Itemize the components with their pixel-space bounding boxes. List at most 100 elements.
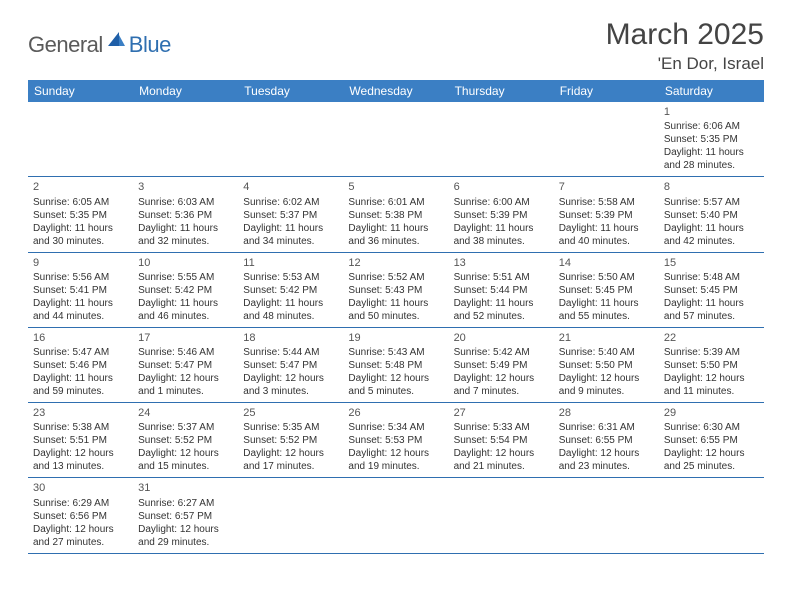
- calendar-row: 2Sunrise: 6:05 AMSunset: 5:35 PMDaylight…: [28, 177, 764, 252]
- day-number: 25: [243, 406, 338, 420]
- calendar-cell: 26Sunrise: 5:34 AMSunset: 5:53 PMDayligh…: [343, 403, 448, 478]
- sunset-line: Sunset: 5:37 PM: [243, 209, 338, 222]
- day-number: 1: [664, 105, 759, 119]
- sunset-line: Sunset: 5:53 PM: [348, 434, 443, 447]
- sunset-line: Sunset: 5:44 PM: [454, 284, 549, 297]
- day-number: 2: [33, 180, 128, 194]
- sunrise-line: Sunrise: 5:52 AM: [348, 271, 443, 284]
- sunset-line: Sunset: 5:50 PM: [559, 359, 654, 372]
- logo: General Blue: [28, 28, 171, 61]
- calendar-cell-empty: [449, 102, 554, 177]
- weekday-header: Sunday: [28, 80, 133, 102]
- calendar-cell: 8Sunrise: 5:57 AMSunset: 5:40 PMDaylight…: [659, 177, 764, 252]
- calendar-cell: 15Sunrise: 5:48 AMSunset: 5:45 PMDayligh…: [659, 252, 764, 327]
- daylight-line: Daylight: 11 hours and 46 minutes.: [138, 297, 233, 323]
- sunrise-line: Sunrise: 5:35 AM: [243, 421, 338, 434]
- daylight-line: Daylight: 11 hours and 28 minutes.: [664, 146, 759, 172]
- calendar-cell: 1Sunrise: 6:06 AMSunset: 5:35 PMDaylight…: [659, 102, 764, 177]
- sunset-line: Sunset: 5:43 PM: [348, 284, 443, 297]
- sunset-line: Sunset: 5:45 PM: [559, 284, 654, 297]
- calendar-table: SundayMondayTuesdayWednesdayThursdayFrid…: [28, 80, 764, 554]
- sunset-line: Sunset: 5:47 PM: [138, 359, 233, 372]
- daylight-line: Daylight: 11 hours and 48 minutes.: [243, 297, 338, 323]
- daylight-line: Daylight: 12 hours and 13 minutes.: [33, 447, 128, 473]
- day-number: 24: [138, 406, 233, 420]
- calendar-cell: 20Sunrise: 5:42 AMSunset: 5:49 PMDayligh…: [449, 327, 554, 402]
- sunrise-line: Sunrise: 5:40 AM: [559, 346, 654, 359]
- calendar-cell-empty: [238, 478, 343, 553]
- calendar-cell-empty: [554, 102, 659, 177]
- calendar-cell: 5Sunrise: 6:01 AMSunset: 5:38 PMDaylight…: [343, 177, 448, 252]
- calendar-row: 9Sunrise: 5:56 AMSunset: 5:41 PMDaylight…: [28, 252, 764, 327]
- weekday-header-row: SundayMondayTuesdayWednesdayThursdayFrid…: [28, 80, 764, 102]
- logo-text-general: General: [28, 32, 103, 58]
- day-number: 30: [33, 481, 128, 495]
- calendar-cell: 13Sunrise: 5:51 AMSunset: 5:44 PMDayligh…: [449, 252, 554, 327]
- sunset-line: Sunset: 6:55 PM: [559, 434, 654, 447]
- daylight-line: Daylight: 11 hours and 36 minutes.: [348, 222, 443, 248]
- calendar-cell-empty: [554, 478, 659, 553]
- calendar-cell: 31Sunrise: 6:27 AMSunset: 6:57 PMDayligh…: [133, 478, 238, 553]
- calendar-cell: 17Sunrise: 5:46 AMSunset: 5:47 PMDayligh…: [133, 327, 238, 402]
- calendar-cell-empty: [659, 478, 764, 553]
- daylight-line: Daylight: 12 hours and 23 minutes.: [559, 447, 654, 473]
- calendar-cell: 29Sunrise: 6:30 AMSunset: 6:55 PMDayligh…: [659, 403, 764, 478]
- calendar-cell: 22Sunrise: 5:39 AMSunset: 5:50 PMDayligh…: [659, 327, 764, 402]
- calendar-row: 16Sunrise: 5:47 AMSunset: 5:46 PMDayligh…: [28, 327, 764, 402]
- day-number: 11: [243, 256, 338, 270]
- daylight-line: Daylight: 12 hours and 7 minutes.: [454, 372, 549, 398]
- calendar-cell: 24Sunrise: 5:37 AMSunset: 5:52 PMDayligh…: [133, 403, 238, 478]
- sunset-line: Sunset: 5:42 PM: [243, 284, 338, 297]
- calendar-cell: 18Sunrise: 5:44 AMSunset: 5:47 PMDayligh…: [238, 327, 343, 402]
- calendar-cell-empty: [343, 478, 448, 553]
- calendar-cell-empty: [28, 102, 133, 177]
- day-number: 15: [664, 256, 759, 270]
- month-title: March 2025: [606, 18, 764, 52]
- location: 'En Dor, Israel: [606, 54, 764, 74]
- day-number: 14: [559, 256, 654, 270]
- calendar-body: 1Sunrise: 6:06 AMSunset: 5:35 PMDaylight…: [28, 102, 764, 553]
- daylight-line: Daylight: 11 hours and 44 minutes.: [33, 297, 128, 323]
- sunset-line: Sunset: 5:52 PM: [138, 434, 233, 447]
- title-block: March 2025 'En Dor, Israel: [606, 18, 764, 74]
- day-number: 7: [559, 180, 654, 194]
- day-number: 3: [138, 180, 233, 194]
- daylight-line: Daylight: 11 hours and 38 minutes.: [454, 222, 549, 248]
- calendar-cell: 16Sunrise: 5:47 AMSunset: 5:46 PMDayligh…: [28, 327, 133, 402]
- sunset-line: Sunset: 5:49 PM: [454, 359, 549, 372]
- day-number: 22: [664, 331, 759, 345]
- sunrise-line: Sunrise: 6:27 AM: [138, 497, 233, 510]
- daylight-line: Daylight: 11 hours and 57 minutes.: [664, 297, 759, 323]
- day-number: 26: [348, 406, 443, 420]
- calendar-cell: 4Sunrise: 6:02 AMSunset: 5:37 PMDaylight…: [238, 177, 343, 252]
- sunrise-line: Sunrise: 5:50 AM: [559, 271, 654, 284]
- calendar-cell-empty: [133, 102, 238, 177]
- sunset-line: Sunset: 5:40 PM: [664, 209, 759, 222]
- calendar-cell: 10Sunrise: 5:55 AMSunset: 5:42 PMDayligh…: [133, 252, 238, 327]
- day-number: 18: [243, 331, 338, 345]
- calendar-cell: 19Sunrise: 5:43 AMSunset: 5:48 PMDayligh…: [343, 327, 448, 402]
- sunset-line: Sunset: 5:52 PM: [243, 434, 338, 447]
- daylight-line: Daylight: 12 hours and 5 minutes.: [348, 372, 443, 398]
- daylight-line: Daylight: 12 hours and 17 minutes.: [243, 447, 338, 473]
- day-number: 21: [559, 331, 654, 345]
- sunset-line: Sunset: 5:38 PM: [348, 209, 443, 222]
- weekday-header: Tuesday: [238, 80, 343, 102]
- sunrise-line: Sunrise: 6:00 AM: [454, 196, 549, 209]
- weekday-header: Friday: [554, 80, 659, 102]
- daylight-line: Daylight: 12 hours and 19 minutes.: [348, 447, 443, 473]
- calendar-row: 1Sunrise: 6:06 AMSunset: 5:35 PMDaylight…: [28, 102, 764, 177]
- calendar-cell: 21Sunrise: 5:40 AMSunset: 5:50 PMDayligh…: [554, 327, 659, 402]
- day-number: 31: [138, 481, 233, 495]
- calendar-row: 30Sunrise: 6:29 AMSunset: 6:56 PMDayligh…: [28, 478, 764, 553]
- daylight-line: Daylight: 11 hours and 42 minutes.: [664, 222, 759, 248]
- sunrise-line: Sunrise: 5:48 AM: [664, 271, 759, 284]
- sunrise-line: Sunrise: 5:51 AM: [454, 271, 549, 284]
- weekday-header: Thursday: [449, 80, 554, 102]
- daylight-line: Daylight: 11 hours and 52 minutes.: [454, 297, 549, 323]
- daylight-line: Daylight: 11 hours and 55 minutes.: [559, 297, 654, 323]
- calendar-cell: 12Sunrise: 5:52 AMSunset: 5:43 PMDayligh…: [343, 252, 448, 327]
- header: General Blue March 2025 'En Dor, Israel: [28, 18, 764, 74]
- calendar-cell: 3Sunrise: 6:03 AMSunset: 5:36 PMDaylight…: [133, 177, 238, 252]
- weekday-header: Monday: [133, 80, 238, 102]
